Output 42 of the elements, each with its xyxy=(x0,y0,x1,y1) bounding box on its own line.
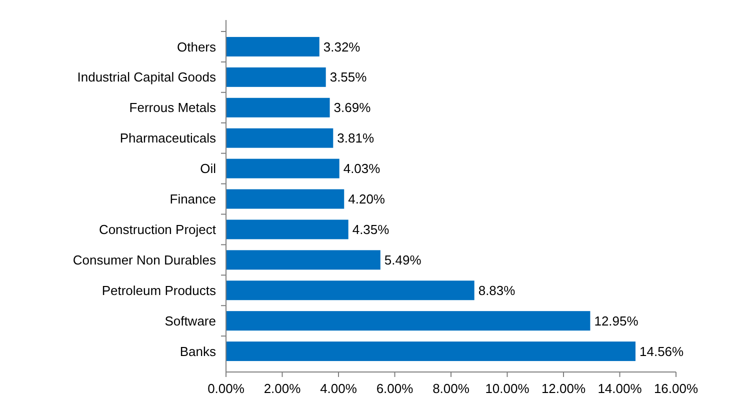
data-label: 3.55% xyxy=(330,70,368,85)
x-tick-label: 6.00% xyxy=(376,381,414,396)
data-label: 3.81% xyxy=(337,130,374,146)
y-tick-label: Industrial Capital Goods xyxy=(77,70,216,85)
bar xyxy=(226,158,340,178)
x-tick-label: 12.00% xyxy=(541,381,586,396)
x-tick-label: 0.00% xyxy=(208,381,245,396)
y-tick-label: Petroleum Products xyxy=(102,282,216,298)
data-label: 14.56% xyxy=(640,344,684,359)
data-label: 12.95% xyxy=(594,313,639,328)
data-label: 8.83% xyxy=(478,282,516,298)
bar xyxy=(226,342,636,362)
data-label: 5.49% xyxy=(384,252,422,268)
bar xyxy=(226,280,474,300)
x-tick-label: 10.00% xyxy=(485,381,530,396)
bar xyxy=(226,189,344,209)
data-label: 4.35% xyxy=(352,222,390,238)
x-tick-label: 14.00% xyxy=(598,381,642,396)
x-tick-label: 2.00% xyxy=(264,381,302,396)
y-tick-label: Construction Project xyxy=(98,222,216,238)
data-label: 4.20% xyxy=(348,192,386,207)
x-tick-label: 16.00% xyxy=(654,381,698,396)
y-tick-label: Finance xyxy=(170,192,216,207)
y-tick-label: Consumer Non Durables xyxy=(72,252,216,268)
y-tick-label: Oil xyxy=(200,161,216,176)
x-tick-label: 8.00% xyxy=(432,381,470,396)
bar xyxy=(226,128,334,148)
y-tick-label: Software xyxy=(164,313,216,328)
bar xyxy=(226,36,320,56)
x-tick-label: 4.00% xyxy=(320,381,358,396)
data-label: 3.69% xyxy=(334,100,372,116)
bar xyxy=(226,67,326,87)
bar xyxy=(226,311,590,331)
data-label: 3.32% xyxy=(323,39,361,54)
data-label: 4.03% xyxy=(343,161,381,176)
bar xyxy=(226,220,348,240)
y-tick-label: Ferrous Metals xyxy=(129,100,216,116)
bar xyxy=(226,250,380,270)
y-tick-label: Others xyxy=(176,39,216,54)
y-tick-label: Banks xyxy=(180,344,216,359)
bar xyxy=(226,98,330,118)
y-tick-label: Pharmaceuticals xyxy=(120,130,216,146)
